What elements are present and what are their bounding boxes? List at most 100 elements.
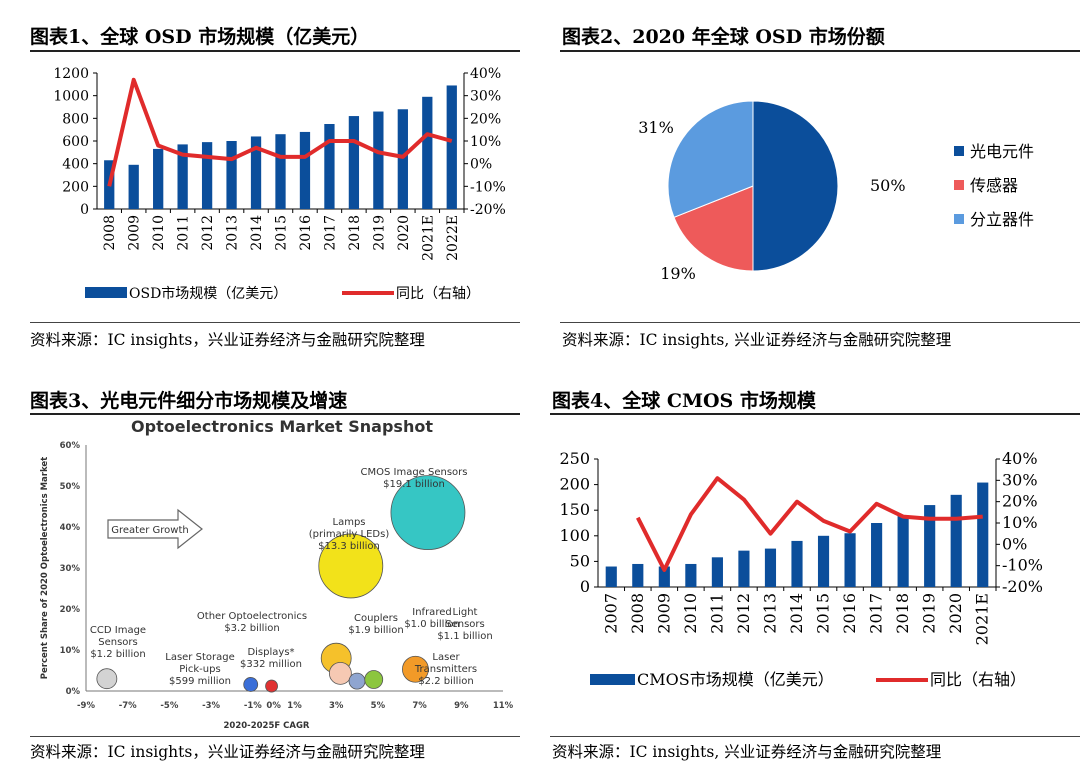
bubble-label: $599 million [169, 676, 231, 687]
bubble-label: $1.9 billion [348, 625, 403, 636]
bubble [318, 533, 384, 599]
x-tick-label: 2009 [654, 593, 673, 634]
chart4-bottom-rule [550, 736, 1080, 737]
x-tick-label: 2018 [893, 593, 912, 634]
snapshot-x-tick: 7% [412, 701, 427, 711]
chart1-bottom-rule [30, 322, 520, 323]
x-tick-label: 2020 [396, 215, 412, 251]
bubble-label: Sensors [445, 619, 485, 630]
pie-legend-label: 传感器 [970, 176, 1018, 195]
pie-legend-label: 光电元件 [970, 142, 1034, 161]
right-tick-label: -20% [1002, 577, 1043, 596]
bubble-label: Pick-ups [179, 664, 220, 675]
legend-bar-swatch [85, 287, 127, 298]
chart4-title: 图表4、全球 CMOS 市场规模 [552, 390, 816, 412]
bubble-label: Sensors [98, 637, 138, 648]
bar [299, 131, 311, 209]
bubble-label: $19.1 billion [383, 479, 445, 490]
left-tick-label: 0 [580, 577, 590, 596]
chart3-bottom-rule [30, 736, 520, 737]
pie-legend-swatch [954, 214, 964, 224]
bubble [348, 672, 366, 690]
left-tick-label: 200 [559, 475, 590, 494]
legend-line-label: 同比（右轴） [396, 286, 480, 302]
left-tick-label: 1200 [53, 66, 89, 82]
greater-growth-arrow [107, 508, 203, 550]
bar [128, 164, 139, 209]
pie-value-label: 19% [660, 264, 696, 283]
bar [791, 540, 803, 587]
right-tick-label: 20% [1002, 492, 1038, 511]
left-tick-label: 1000 [53, 89, 89, 105]
x-tick-label: 2008 [102, 215, 118, 251]
right-tick-label: 30% [470, 89, 501, 105]
legend-bar-label: CMOS市场规模（亿美元） [637, 670, 834, 689]
left-tick-label: 0 [80, 202, 89, 218]
bar [632, 563, 644, 587]
bar [422, 96, 433, 209]
bar [950, 494, 962, 587]
snapshot-x-tick: -9% [77, 701, 95, 711]
chart1-title: 图表1、全球 OSD 市场规模（亿美元） [30, 26, 370, 48]
left-tick-label: 200 [62, 179, 89, 195]
bar [844, 533, 856, 587]
x-tick-label: 2015 [814, 593, 833, 634]
snapshot-x-tick: -1% [244, 701, 262, 711]
pie-legend-label: 分立器件 [970, 210, 1034, 229]
bubble-label: $13.3 billion [318, 541, 380, 552]
x-tick-label: 2012 [200, 215, 216, 251]
snapshot-y-tick: 20% [60, 605, 81, 615]
snapshot-x-tick: -7% [119, 701, 137, 711]
x-tick-label: 2019 [371, 215, 387, 251]
bubble [402, 655, 429, 683]
right-tick-label: -10% [470, 179, 506, 195]
pie-slice [673, 185, 754, 272]
x-tick-label: 2008 [628, 593, 647, 634]
x-tick-label: 2014 [249, 215, 265, 251]
bubble-label: Displays* [247, 647, 294, 658]
bubble-label: $2.2 billion [418, 676, 473, 687]
bar [446, 85, 457, 209]
x-tick-label: 2013 [760, 593, 779, 634]
bubble [243, 677, 259, 692]
snapshot-y-tick: 50% [60, 482, 81, 492]
chart3-top-rule [30, 413, 520, 415]
bar [348, 116, 360, 209]
x-tick-label: 2016 [840, 593, 859, 634]
right-tick-label: 10% [1002, 513, 1038, 532]
pie-legend-swatch [954, 146, 964, 156]
left-tick-label: 100 [559, 526, 590, 545]
bar [711, 557, 723, 587]
bar [871, 523, 883, 587]
bar [977, 482, 989, 587]
bar [324, 124, 335, 209]
bubble-label: $332 million [240, 659, 302, 670]
right-tick-label: -20% [470, 202, 506, 218]
bar [764, 548, 777, 587]
bar [226, 141, 237, 209]
x-tick-label: 2017 [322, 215, 338, 251]
x-tick-label: 2011 [176, 215, 192, 251]
x-tick-label: 2010 [681, 593, 700, 634]
chart4-source: 资料来源：IC insights, 兴业证券经济与金融研究院整理 [552, 743, 942, 761]
pie-slice [752, 100, 839, 272]
cmos-market-chart: 0 50 100 150 200 250 -20% -10% 0% 10% 20% 30% 40% 200… [559, 449, 1043, 689]
snapshot-x-tick: -3% [202, 701, 220, 711]
snapshot-x-tick: -5% [160, 701, 178, 711]
x-tick-label: 2014 [787, 593, 806, 634]
snapshot-title: Optoelectronics Market Snapshot [131, 417, 433, 436]
chart1-top-rule [30, 50, 520, 52]
x-tick-label: 2012 [734, 593, 753, 634]
bar [738, 550, 750, 587]
x-tick-label: 2009 [127, 215, 143, 251]
chart3-title: 图表3、光电元件细分市场规模及增速 [30, 390, 348, 412]
pie-value-label: 31% [638, 118, 674, 137]
legend-line-label: 同比（右轴） [930, 670, 1026, 689]
right-tick-label: 0% [1002, 534, 1027, 553]
growth-line [636, 476, 983, 572]
bar [275, 134, 286, 209]
snapshot-y-tick: 10% [60, 646, 81, 656]
x-tick-label: 2021E [420, 215, 436, 261]
chart2-source: 资料来源：IC insights, 兴业证券经济与金融研究院整理 [562, 331, 952, 349]
